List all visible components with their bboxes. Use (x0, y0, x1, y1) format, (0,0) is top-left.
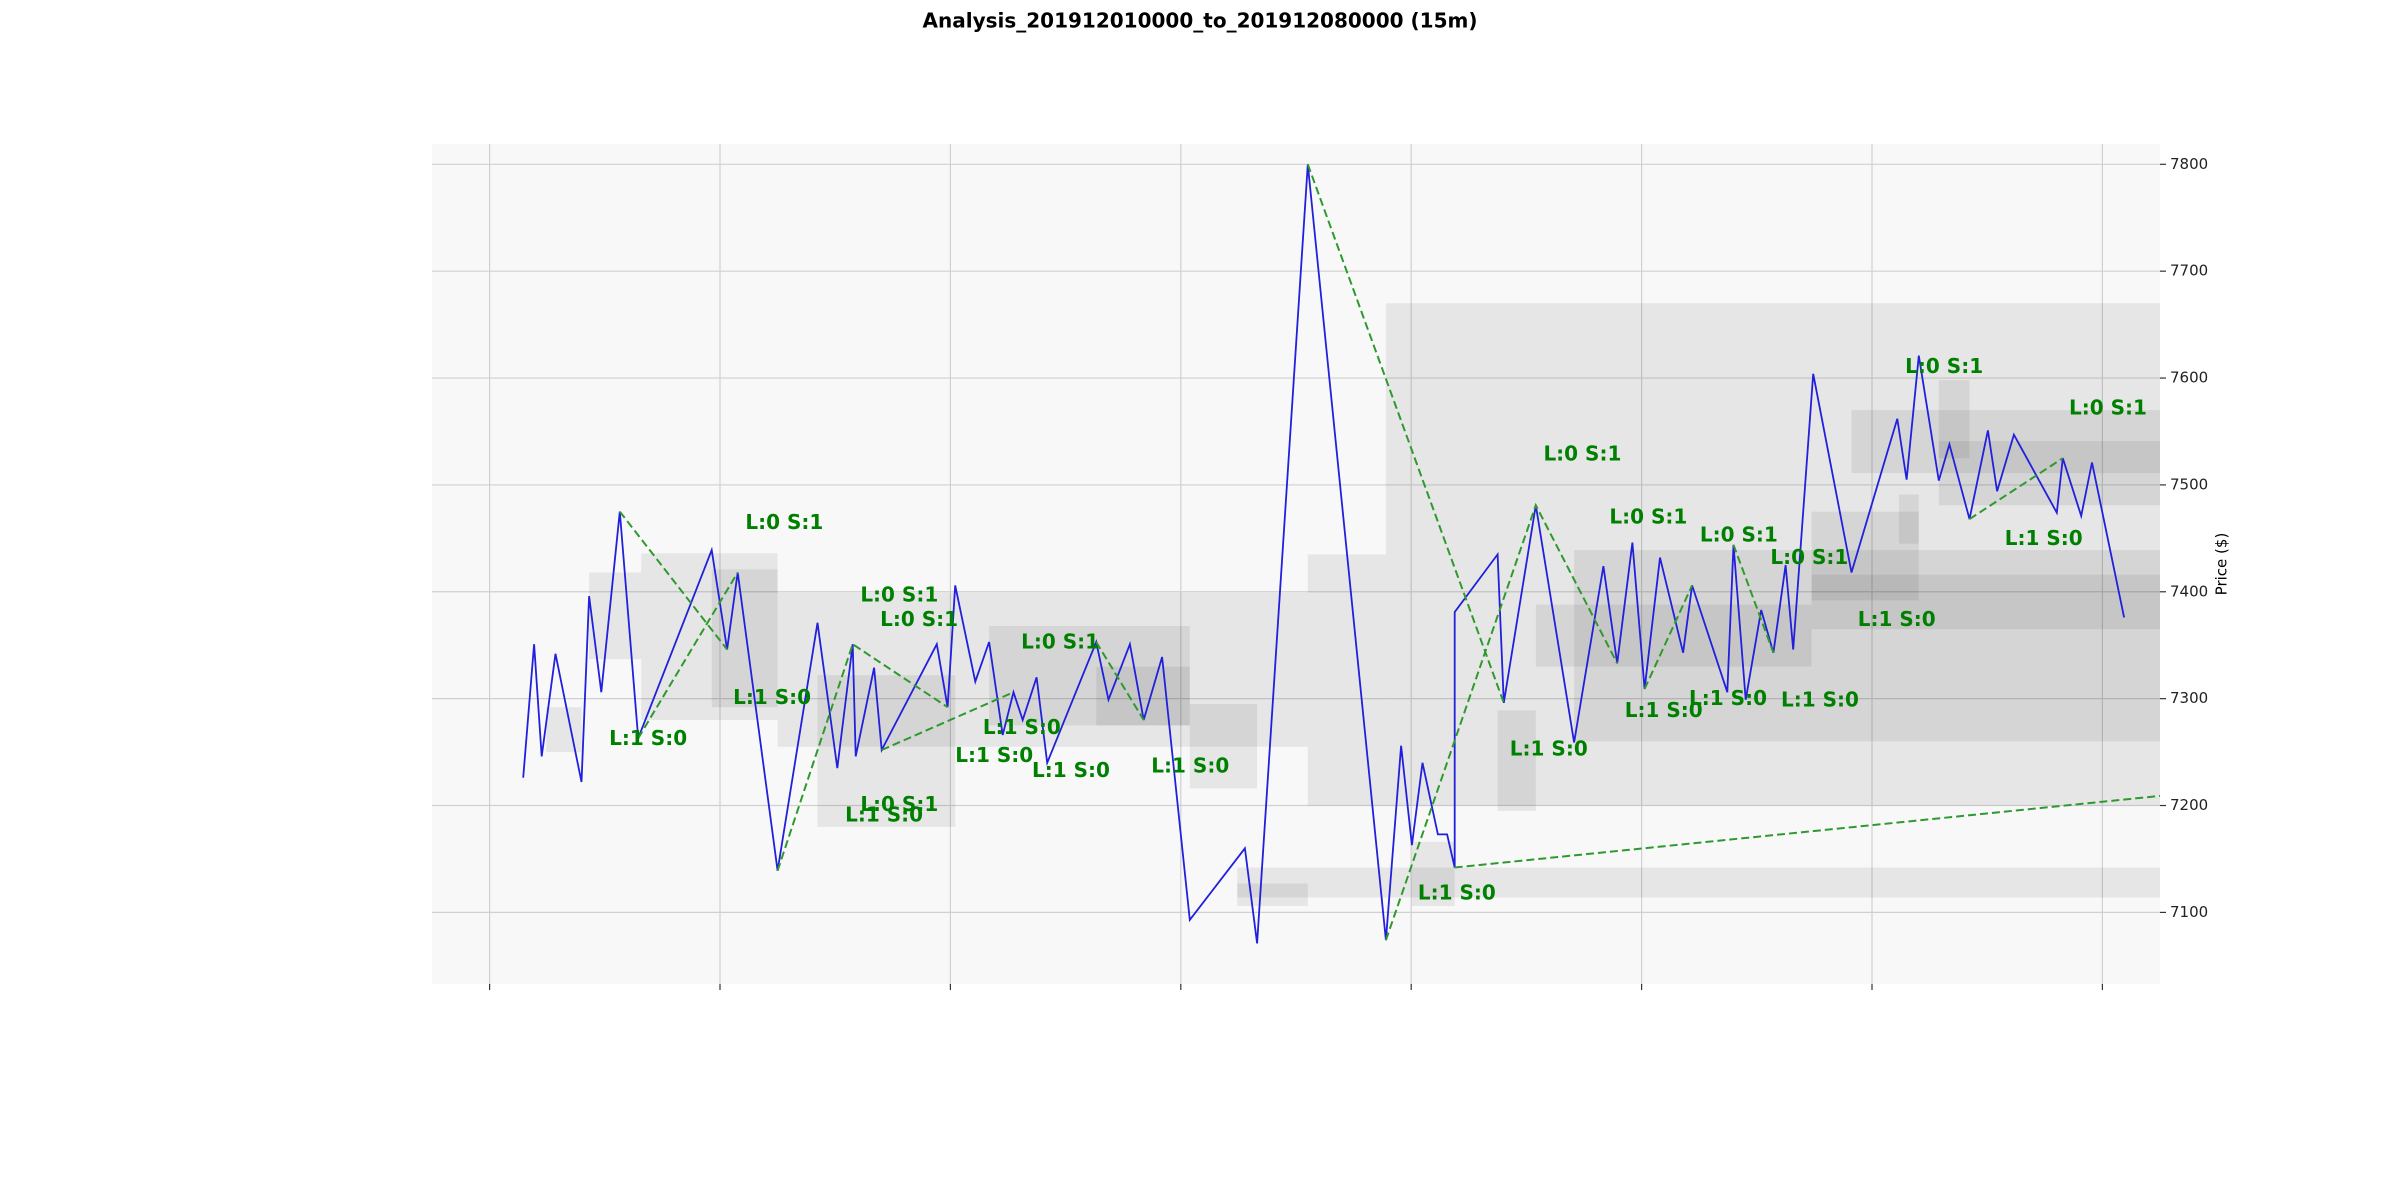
y-tick-label: 7400 (2170, 582, 2208, 600)
zone (1811, 574, 2160, 630)
annotation: L:1 S:0 (2005, 526, 2083, 550)
y-tick-label: 7800 (2170, 155, 2208, 173)
zone (817, 675, 956, 827)
annotation: L:0 S:1 (1021, 630, 1099, 654)
zone (1307, 554, 1386, 806)
annotation: L:0 S:1 (1770, 545, 1848, 569)
zone (1898, 494, 1919, 544)
zone (1497, 710, 1536, 811)
annotation: L:1 S:0 (983, 715, 1061, 739)
annotation: L:1 S:0 (1032, 758, 1110, 782)
annotation: L:1 S:0 (1689, 686, 1767, 710)
annotation: L:1 S:0 (1858, 607, 1936, 631)
y-tick-label: 7500 (2170, 475, 2208, 493)
zone (1574, 550, 2160, 742)
annotation: L:1 S:0 (1510, 736, 1588, 760)
annotation: L:1 S:0 (1781, 687, 1859, 711)
dashed-line (619, 163, 2161, 941)
y-axis-label: Price ($) (2213, 533, 2231, 596)
annotation: L:0 S:1 (860, 583, 938, 607)
annotation: L:0 S:1 (1543, 441, 1621, 465)
y-tick-label: 7100 (2170, 903, 2208, 921)
zone (1938, 380, 1970, 459)
zone (1411, 841, 1455, 906)
y-tick-label: 7200 (2170, 796, 2208, 814)
y-tick-label: 7300 (2170, 689, 2208, 707)
annotation: L:0 S:1 (1609, 505, 1687, 529)
annotation: L:0 S:1 (1905, 354, 1983, 378)
annotation: L:0 S:1 (880, 607, 958, 631)
annotation: L:0 S:1 (860, 792, 938, 816)
annotation: L:1 S:0 (955, 743, 1033, 767)
zone (1237, 867, 2160, 898)
annotation: L:0 S:1 (745, 510, 823, 534)
annotation: L:0 S:1 (1700, 523, 1778, 547)
annotation: L:1 S:0 (1418, 881, 1496, 905)
zone (589, 572, 642, 660)
zone (641, 553, 778, 721)
annotation: L:1 S:0 (1625, 698, 1703, 722)
annotation: L:1 S:0 (609, 726, 687, 750)
y-tick-label: 7600 (2170, 369, 2208, 387)
zone (711, 569, 778, 708)
annotation: L:0 S:1 (2069, 396, 2147, 420)
annotation: L:1 S:0 (845, 803, 923, 827)
zone (1385, 303, 2160, 806)
zone (546, 707, 582, 753)
zone (1189, 704, 1258, 789)
chart-title: Analysis_201912010000_to_201912080000 (1… (923, 9, 1478, 33)
annotation: L:1 S:0 (1151, 754, 1229, 778)
zone (1237, 883, 1308, 906)
annotation: L:1 S:0 (733, 685, 811, 709)
zone (1938, 441, 2160, 506)
price-line (522, 164, 2125, 944)
y-tick-label: 7700 (2170, 262, 2208, 280)
